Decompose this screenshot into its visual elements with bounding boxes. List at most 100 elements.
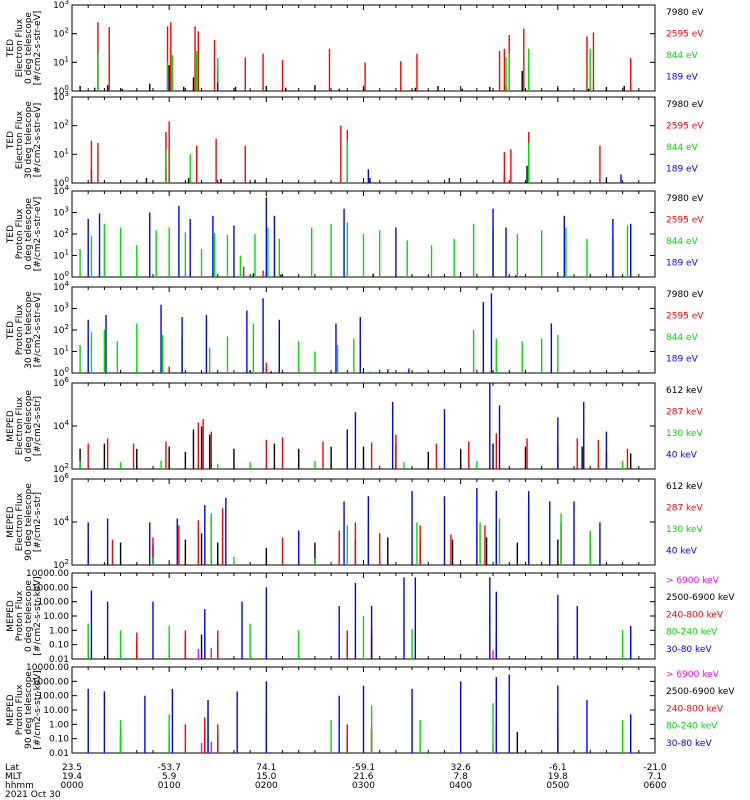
- legend-entry: 2595 eV: [666, 122, 704, 132]
- legend-entry: 189 eV: [666, 165, 699, 175]
- footer-label-hhmm: hhmm: [5, 781, 34, 791]
- series-240-800 keV: [87, 717, 559, 753]
- y-tick-label: 10000.00: [26, 569, 69, 579]
- y-tick-label: 101: [53, 249, 69, 262]
- y-axis-label-line: Proton Flux: [15, 208, 25, 259]
- series-30-80 keV: [90, 577, 632, 659]
- legend-entry: 7980 eV: [666, 194, 704, 204]
- y-axis-label-line: [#/cm2-s-str-eV]: [33, 103, 43, 178]
- footer-value: -53.7: [158, 763, 181, 773]
- legend-entry: 40 keV: [666, 547, 698, 557]
- series-844 eV: [79, 222, 629, 277]
- y-tick-label: 100.00: [38, 692, 70, 702]
- series-> 6900 keV: [87, 741, 559, 753]
- y-axis-label-line: [#/cm2-s-str-keV]: [33, 670, 43, 749]
- footer-value: 15.0: [256, 772, 276, 782]
- series-2595 eV: [242, 266, 264, 277]
- legend-entry: 80-240 keV: [666, 722, 718, 732]
- series-189 eV: [87, 197, 632, 277]
- y-axis-label-line: TED: [6, 39, 16, 58]
- legend-entry: 7980 eV: [666, 100, 704, 110]
- y-axis-label-line: [#/cm2-s-str-eV]: [33, 293, 43, 368]
- footer-value: 7.1: [648, 772, 662, 782]
- footer-value: 0100: [158, 781, 181, 791]
- y-tick-label: 10.00: [43, 706, 69, 716]
- legend-entry: 40 keV: [666, 451, 698, 461]
- y-axis-label-line: [#/cm2-s-str-eV]: [33, 197, 43, 272]
- series-7980 eV: [212, 273, 517, 277]
- y-axis-label-line: MEPED: [6, 410, 16, 442]
- legend-entry: 2595 eV: [666, 216, 704, 226]
- legend-entry: 612 keV: [666, 386, 703, 396]
- panel-frame: [71, 4, 656, 92]
- y-axis-label-line: 90 deg telescope: [24, 671, 34, 749]
- footer-value: 74.1: [256, 763, 276, 773]
- series-> 6900 keV: [197, 646, 559, 659]
- y-axis-label-line: 0 deg telescope: [24, 580, 34, 652]
- legend-entry: 30-80 keV: [666, 739, 712, 749]
- y-tick-label: 102: [53, 27, 69, 40]
- series-240-800 keV: [87, 626, 559, 659]
- y-axis-label-line: [#/cm2-s-str-keV]: [33, 576, 43, 655]
- footer-value: 19.4: [62, 772, 82, 782]
- y-tick-label: 101: [53, 345, 69, 358]
- footer-value: 0500: [546, 781, 569, 791]
- y-axis-label-line: [#/cm2-s-str]: [33, 492, 43, 552]
- panel-frame: [71, 478, 656, 566]
- series-7980 eV: [249, 370, 272, 373]
- y-axis-label-line: Electron Flux: [15, 396, 25, 455]
- panel-8: 0.01 0.10 1.00 10.00 100.00 1000.00 10000.00 ME…: [6, 663, 735, 759]
- footer-label-lat: Lat: [5, 763, 20, 773]
- y-axis-label-line: TED: [6, 225, 16, 244]
- time-axis-footer: Lat MLT hhmm 2021 Oct 30 23.5 -53.7 74.1 -5…: [5, 763, 667, 800]
- y-axis-label-line: Electron Flux: [15, 110, 25, 169]
- y-tick-label: 101: [53, 55, 69, 68]
- y-tick-label: 1.00: [49, 626, 69, 636]
- y-axis-label-line: [#/cm2-s-str-eV]: [33, 11, 43, 86]
- y-axis-label-line: 30 deg telescope: [24, 291, 34, 369]
- y-tick-label: 103: [53, 302, 69, 315]
- legend-entry: 844 eV: [666, 143, 699, 153]
- y-axis-label-line: 0 deg telescope: [24, 198, 34, 270]
- y-tick-label: 101: [53, 147, 69, 160]
- legend-entry: > 6900 keV: [666, 670, 720, 680]
- y-tick-label: 103: [53, 206, 69, 219]
- legend-entry: 2500-6900 keV: [666, 687, 735, 697]
- series-80-240 keV: [87, 703, 624, 753]
- footer-value: 23.5: [62, 763, 82, 773]
- legend-entry: 189 eV: [666, 259, 699, 269]
- series-40 keV: [346, 383, 608, 469]
- y-tick-label: 103: [53, 0, 69, 11]
- y-axis-label-line: 90 deg telescope: [24, 483, 34, 561]
- panel-frame: [71, 286, 656, 374]
- footer-value: 7.8: [454, 772, 469, 782]
- legend-entry: 130 keV: [666, 429, 703, 439]
- footer-value: -59.1: [352, 763, 375, 773]
- y-axis-label-line: TED: [6, 131, 16, 150]
- footer-value: 0200: [255, 781, 278, 791]
- legend-entry: 287 keV: [666, 408, 703, 418]
- footer-value: 0300: [352, 781, 375, 791]
- footer-label-mlt: MLT: [5, 772, 23, 782]
- legend-entry: 189 eV: [666, 73, 699, 83]
- legend-entry: 844 eV: [666, 237, 699, 247]
- y-tick-label: 0.10: [49, 735, 69, 745]
- series-2595 eV: [90, 121, 601, 183]
- y-axis-label-line: 0 deg telescope: [24, 390, 34, 462]
- footer-value: 32.6: [451, 763, 471, 773]
- series-844 eV: [79, 323, 559, 373]
- series-2595 eV: [97, 22, 632, 91]
- series-2500-6900 keV: [87, 634, 559, 659]
- legend-entry: 2595 eV: [666, 312, 704, 322]
- legend-entry: 130 keV: [666, 525, 703, 535]
- legend-entry: 189 eV: [666, 355, 699, 365]
- y-tick-label: 104: [53, 515, 69, 528]
- legend-entry: 240-800 keV: [666, 704, 724, 714]
- y-axis-label-line: Proton Flux: [15, 304, 25, 355]
- footer-value: -6.1: [549, 763, 567, 773]
- footer-value: 21.6: [353, 772, 373, 782]
